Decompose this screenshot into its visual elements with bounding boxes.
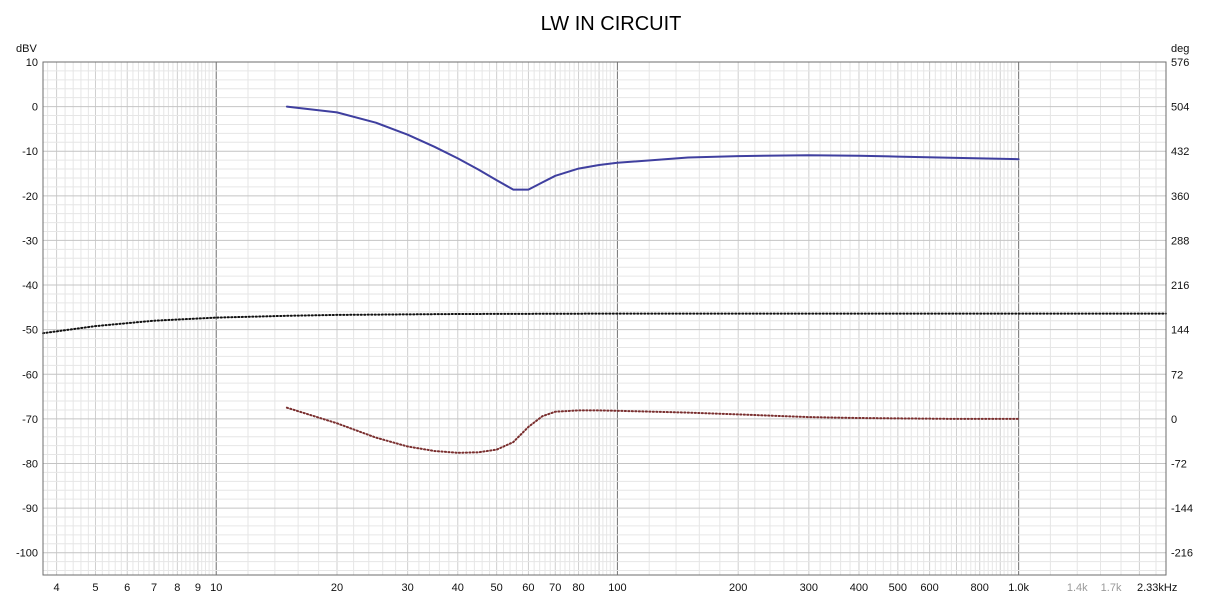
y-left-tick-label: 0 <box>32 102 38 114</box>
chart-title: LW IN CIRCUIT <box>541 13 682 35</box>
y-right-tick-label: 72 <box>1171 369 1183 381</box>
y-right-tick-label: 576 <box>1171 57 1189 69</box>
y-right-tick-label: 216 <box>1171 280 1189 292</box>
x-tick-label: 600 <box>920 582 938 594</box>
plot-border <box>42 61 1167 576</box>
x-tick-label: 60 <box>522 582 534 594</box>
series-layer <box>42 105 1167 454</box>
x-tick-label: 10 <box>210 582 222 594</box>
x-tick-label: 4 <box>54 582 60 594</box>
plot-area <box>43 62 1166 575</box>
y-left-tick-label: -30 <box>22 235 38 247</box>
y-right-tick-label: -216 <box>1171 548 1193 560</box>
x-tick-label: 200 <box>729 582 747 594</box>
series-line-1 <box>285 105 1020 191</box>
x-tick-label: 50 <box>491 582 503 594</box>
grid <box>43 61 1166 575</box>
x-tick-label: 80 <box>572 582 584 594</box>
y-right-tick-label: -72 <box>1171 458 1187 470</box>
y-right-unit: deg <box>1171 43 1189 55</box>
x-tick-label: 70 <box>549 582 561 594</box>
x-tick-label: 7 <box>151 582 157 594</box>
x-tick-label: 100 <box>608 582 626 594</box>
y-right-tick-label: 432 <box>1171 146 1189 158</box>
x-tick-label: 800 <box>971 582 989 594</box>
y-left-tick-label: 10 <box>26 57 38 69</box>
x-tick-label: 30 <box>402 582 414 594</box>
x-tick-label: 6 <box>124 582 130 594</box>
y-right-tick-label: 0 <box>1171 414 1177 426</box>
x-tick-label: 1.4k <box>1067 582 1088 594</box>
x-tick-label: 400 <box>850 582 868 594</box>
y-left-tick-label: -60 <box>22 369 38 381</box>
y-left-tick-label: -100 <box>16 548 38 560</box>
series-line-3 <box>285 406 1020 454</box>
x-tick-label: 300 <box>800 582 818 594</box>
y-left-tick-label: -40 <box>22 280 38 292</box>
x-tick-label: 1.0k <box>1008 582 1029 594</box>
y-left-tick-label: -80 <box>22 458 38 470</box>
y-right-tick-label: -144 <box>1171 503 1193 515</box>
x-tick-label: 5 <box>92 582 98 594</box>
y-left-tick-label: -20 <box>22 191 38 203</box>
y-right-tick-label: 504 <box>1171 102 1189 114</box>
y-left-unit: dBV <box>16 43 37 55</box>
x-tick-label: 9 <box>195 582 201 594</box>
x-tick-label: 20 <box>331 582 343 594</box>
x-tick-label: 1.7k <box>1101 582 1122 594</box>
x-tick-label: 8 <box>174 582 180 594</box>
x-tick-label: 40 <box>452 582 464 594</box>
x-tick-label: 500 <box>889 582 907 594</box>
y-left-tick-label: -70 <box>22 414 38 426</box>
y-left-tick-label: -90 <box>22 503 38 515</box>
y-left-tick-label: -50 <box>22 325 38 337</box>
y-left-tick-label: -10 <box>22 146 38 158</box>
y-right-tick-label: 288 <box>1171 235 1189 247</box>
tick-labels: 100-10-20-30-40-50-60-70-80-90-100576504… <box>16 57 1193 594</box>
y-right-tick-label: 144 <box>1171 325 1189 337</box>
x-tick-label: 2.33kHz <box>1137 582 1177 594</box>
series-line-2 <box>42 312 1167 335</box>
y-right-tick-label: 360 <box>1171 191 1189 203</box>
